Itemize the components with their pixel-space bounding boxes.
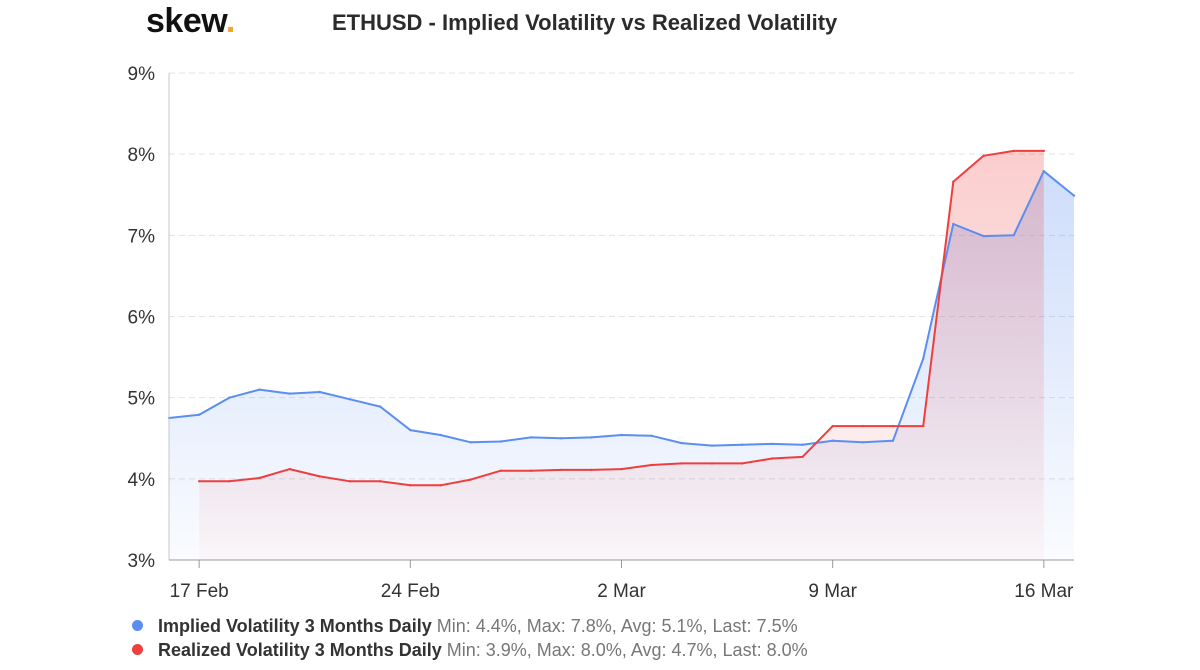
realized-point	[198, 480, 201, 483]
realized-point	[982, 154, 985, 157]
implied-point	[861, 441, 864, 444]
implied-point	[771, 442, 774, 446]
implied-point	[499, 440, 502, 443]
legend-implied-stats: Min: 4.4%, Max: 7.8%, Avg: 5.1%, Last: 7…	[436, 616, 798, 636]
implied-point	[318, 390, 321, 394]
legend-item-realized[interactable]: Realized Volatility 3 Months Daily Min: …	[132, 640, 808, 661]
implied-point	[922, 357, 925, 360]
implied-point	[801, 443, 804, 446]
realized-point	[680, 462, 683, 465]
axes: 3% 4% 5% 6% 7% 8% 9% 17 Feb 24 Feb 2 Mar 9 Mar 16 M…	[128, 64, 1075, 602]
implied-point	[710, 444, 714, 447]
realized-point	[318, 475, 321, 478]
implied-point	[348, 398, 352, 401]
realized-point	[650, 463, 653, 467]
implied-series-marker-icon	[132, 619, 143, 631]
implied-point	[379, 405, 382, 408]
realized-point	[469, 478, 472, 481]
x-tick-label: 16 Mar	[1014, 581, 1074, 602]
realized-point	[439, 484, 442, 487]
implied-point	[590, 436, 593, 439]
implied-point	[258, 388, 261, 391]
y-tick-label: 6%	[128, 308, 156, 329]
x-tick-label: 9 Mar	[808, 581, 857, 602]
implied-point	[982, 234, 985, 238]
realized-point	[228, 480, 231, 483]
implied-point	[529, 436, 533, 439]
realized-point	[1042, 149, 1046, 153]
implied-point	[680, 441, 683, 445]
legend-realized-name: Realized Volatility 3 Months Daily	[158, 640, 442, 660]
realized-point	[620, 467, 623, 471]
realized-point	[861, 424, 864, 428]
logo-wordmark: skew	[146, 2, 226, 40]
implied-point	[439, 433, 442, 437]
implied-point	[1012, 234, 1015, 237]
realized-point	[258, 476, 261, 480]
implied-point	[228, 396, 231, 399]
implied-point	[741, 443, 744, 446]
x-tick-label: 2 Mar	[597, 581, 646, 602]
implied-point	[620, 433, 623, 437]
implied-point	[288, 392, 291, 395]
realized-point	[771, 457, 774, 460]
realized-point	[348, 480, 352, 483]
realized-point	[1012, 149, 1015, 153]
implied-point	[831, 439, 834, 442]
realized-point	[741, 462, 744, 465]
series-lines	[167, 149, 1076, 487]
realized-point	[560, 468, 563, 472]
implied-point	[952, 222, 955, 226]
realized-point	[891, 424, 895, 428]
realized-area	[199, 150, 1044, 560]
legend-item-implied[interactable]: Implied Volatility 3 Months Daily Min: 4…	[132, 616, 798, 637]
y-tick-label: 5%	[128, 389, 156, 410]
chart-title: ETHUSD - Implied Volatility vs Realized …	[332, 10, 838, 35]
implied-point	[1042, 170, 1046, 173]
realized-point	[499, 469, 502, 472]
series-areas	[169, 150, 1074, 560]
implied-point	[650, 434, 653, 437]
realized-point	[288, 467, 291, 471]
y-tick-label: 8%	[128, 145, 156, 166]
y-tick-label: 3%	[128, 551, 156, 572]
realized-point	[922, 424, 925, 428]
x-tick-label: 17 Feb	[170, 581, 229, 602]
realized-point	[379, 480, 382, 483]
legend-realized-stats: Min: 3.9%, Max: 8.0%, Avg: 4.7%, Last: 8…	[446, 640, 808, 660]
y-tick-label: 7%	[128, 226, 156, 247]
implied-point	[891, 439, 895, 442]
legend-implied-name: Implied Volatility 3 Months Daily	[158, 616, 432, 636]
realized-point	[801, 455, 804, 459]
realized-point	[409, 484, 412, 487]
y-tick-label: 4%	[128, 470, 156, 491]
implied-point	[1072, 194, 1076, 197]
realized-point	[831, 424, 834, 428]
x-tick-label: 24 Feb	[381, 581, 440, 602]
implied-point	[469, 441, 472, 444]
logo-dot: .	[225, 2, 235, 40]
implied-point	[198, 413, 201, 416]
realized-point	[710, 462, 714, 465]
volatility-chart: 3% 4% 5% 6% 7% 8% 9% 17 Feb 24 Feb 2 Mar 9 Mar 16 M…	[128, 64, 1076, 602]
realized-point	[590, 468, 593, 472]
implied-point	[560, 437, 563, 440]
realized-point	[952, 180, 955, 183]
implied-point	[409, 428, 412, 432]
skew-logo: skew.	[146, 2, 235, 41]
y-tick-label: 9%	[128, 64, 156, 85]
realized-point	[529, 469, 533, 472]
realized-series-marker-icon	[132, 643, 143, 655]
